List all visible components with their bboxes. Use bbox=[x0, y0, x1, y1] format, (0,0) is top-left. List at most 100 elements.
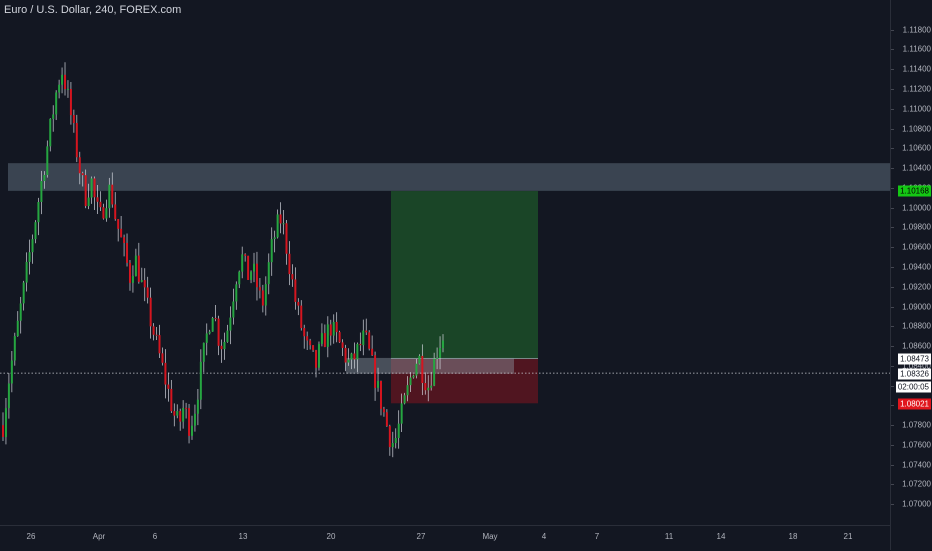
y-tick-mark bbox=[891, 306, 894, 308]
candle-body bbox=[69, 88, 72, 116]
y-tick-mark bbox=[891, 148, 894, 150]
candle-body bbox=[235, 284, 238, 302]
candle-body bbox=[403, 395, 406, 404]
candle-body bbox=[406, 385, 409, 396]
candle-body bbox=[332, 321, 335, 336]
price-axis[interactable]: 1.11800 1.11600 1.11400 1.11200 1.11000 1.108… bbox=[890, 0, 932, 550]
candle-body bbox=[353, 353, 356, 360]
candle-body bbox=[75, 122, 78, 158]
y-tick-label: 1.08600 bbox=[902, 341, 931, 351]
candle-body bbox=[46, 146, 49, 175]
candle-body bbox=[108, 184, 111, 209]
candle-body bbox=[347, 359, 350, 363]
candle-body bbox=[430, 385, 433, 388]
candle-body bbox=[167, 384, 170, 389]
candle-body bbox=[131, 276, 134, 283]
countdown-label: 02:00:05 bbox=[895, 381, 931, 393]
candle-body bbox=[253, 263, 256, 272]
candlestick-chart[interactable] bbox=[0, 0, 890, 525]
x-tick-label: 7 bbox=[594, 532, 600, 541]
x-tick-label: May bbox=[482, 532, 498, 541]
time-axis[interactable]: 26 Apr 6 13 20 27 May 4 7 11 14 18 21 bbox=[0, 525, 890, 551]
candle-body bbox=[10, 360, 13, 384]
candle-body bbox=[436, 357, 439, 359]
candle-body bbox=[158, 335, 161, 354]
candle-body bbox=[7, 383, 10, 409]
candle-body bbox=[19, 303, 22, 321]
y-tick-mark bbox=[891, 69, 894, 71]
candle-body bbox=[28, 252, 31, 262]
candle-body bbox=[2, 425, 4, 438]
candle-body bbox=[362, 330, 365, 346]
candle-body bbox=[250, 271, 253, 280]
candle-body bbox=[317, 343, 320, 368]
candle-body bbox=[368, 332, 371, 349]
candle-body bbox=[123, 237, 126, 243]
candle-body bbox=[196, 399, 199, 414]
candle-body bbox=[49, 118, 52, 147]
candle-body bbox=[128, 262, 131, 283]
candle-body bbox=[96, 197, 99, 202]
candle-body bbox=[193, 413, 196, 426]
candle-body bbox=[105, 208, 108, 219]
target-price-label: 1.10168 bbox=[898, 185, 931, 197]
candle-body bbox=[102, 207, 105, 219]
y-tick-mark bbox=[891, 108, 894, 110]
entry-price-label: 1.08473 bbox=[898, 353, 931, 365]
candle-body bbox=[315, 350, 318, 368]
candle-body bbox=[415, 363, 418, 376]
candle-body bbox=[161, 353, 164, 363]
y-tick-mark bbox=[891, 207, 894, 209]
y-tick-label: 1.10400 bbox=[902, 163, 931, 173]
x-tick-label: 11 bbox=[664, 532, 674, 541]
candle-body bbox=[418, 355, 421, 364]
y-tick-label: 1.07800 bbox=[902, 420, 931, 430]
candle-body bbox=[87, 197, 90, 207]
candle-body bbox=[34, 222, 37, 240]
candle-body bbox=[214, 318, 217, 320]
y-tick-mark bbox=[891, 286, 894, 288]
candle-body bbox=[379, 381, 382, 409]
candle-body bbox=[140, 280, 143, 282]
candle-body bbox=[282, 223, 285, 225]
candle-body bbox=[170, 388, 173, 412]
candle-body bbox=[13, 336, 16, 361]
candle-body bbox=[137, 255, 140, 282]
candle-body bbox=[205, 333, 208, 343]
candle-body bbox=[99, 201, 102, 208]
y-tick-label: 1.09600 bbox=[902, 242, 931, 252]
candle-body bbox=[326, 324, 329, 347]
chart-plot-area[interactable]: Euro / U.S. Dollar, 240, FOREX.com bbox=[0, 0, 890, 525]
candle-body bbox=[412, 375, 415, 378]
candle-body bbox=[424, 383, 427, 391]
candle-body bbox=[93, 178, 96, 198]
candle-body bbox=[202, 342, 205, 362]
y-tick-label: 1.10800 bbox=[902, 124, 931, 134]
candle-body bbox=[427, 387, 430, 391]
candle-body bbox=[55, 92, 58, 115]
candle-body bbox=[120, 228, 123, 238]
y-tick-label: 1.07000 bbox=[902, 499, 931, 509]
candle-body bbox=[377, 381, 380, 388]
candle-body bbox=[117, 219, 120, 229]
symbol-title[interactable]: Euro / U.S. Dollar, 240, FOREX.com bbox=[4, 4, 182, 16]
candle-body bbox=[146, 287, 149, 298]
candle-body bbox=[220, 345, 223, 350]
target-zone bbox=[391, 191, 538, 359]
candle-body bbox=[90, 178, 93, 198]
x-tick-label: 4 bbox=[541, 532, 547, 541]
candle-body bbox=[143, 280, 146, 288]
candle-body bbox=[149, 297, 152, 327]
candle-body bbox=[306, 336, 309, 341]
candle-body bbox=[185, 407, 188, 409]
candle-body bbox=[126, 242, 129, 263]
candle-body bbox=[238, 271, 241, 285]
candle-body bbox=[179, 410, 182, 422]
candle-body bbox=[323, 333, 326, 347]
candle-body bbox=[190, 425, 193, 436]
candle-body bbox=[58, 84, 61, 93]
candle-body bbox=[359, 343, 362, 346]
candle-body bbox=[297, 301, 300, 306]
y-tick-label: 1.11800 bbox=[902, 25, 931, 35]
candle-body bbox=[397, 423, 400, 439]
